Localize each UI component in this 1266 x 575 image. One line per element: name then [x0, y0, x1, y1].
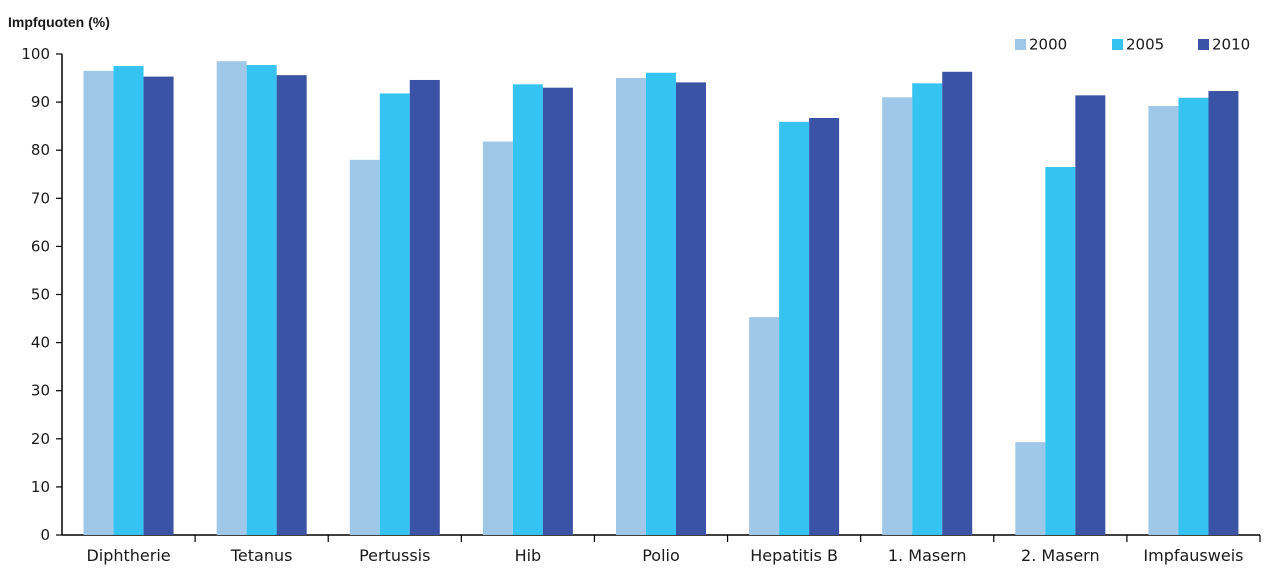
legend-label-2000: 2000 [1029, 36, 1067, 54]
legend-swatch-2000 [1015, 39, 1026, 50]
legend-label-2005: 2005 [1126, 36, 1164, 54]
x-tick-label: Impfausweis [1143, 546, 1243, 565]
y-tick-label: 20 [31, 430, 50, 448]
x-tick-label: Polio [642, 546, 680, 565]
bar-2000-diphtherie [83, 70, 114, 536]
bar-2010-impfausweis [1208, 91, 1239, 536]
bar-2000-1-masern [882, 97, 913, 535]
bar-2010-polio [676, 82, 706, 535]
bar-2005-tetanus [246, 65, 277, 536]
x-tick-label: 2. Masern [1021, 546, 1100, 565]
x-tick-label: Tetanus [230, 546, 293, 565]
bar-2000-pertussis [349, 159, 380, 535]
bar-2005-impfausweis [1178, 97, 1209, 535]
bar-2010-tetanus [276, 75, 307, 535]
bar-2005-hepatitis-b [779, 121, 810, 536]
bar-2010-hib [542, 87, 573, 536]
bar-2010-pertussis [409, 79, 440, 535]
x-tick-label: Pertussis [359, 546, 430, 565]
x-tick-label: Diphtherie [86, 546, 170, 565]
bar-2005-1-masern [912, 83, 943, 535]
y-tick-label: 50 [31, 286, 50, 304]
bar-2010-diphtherie [143, 76, 174, 536]
bar-2000-2-masern [1015, 442, 1046, 535]
bar-2005-diphtherie [113, 66, 144, 536]
bar-2010-hepatitis-b [809, 117, 840, 536]
y-tick-label: 70 [31, 189, 50, 207]
y-tick-label: 60 [31, 237, 50, 255]
legend-label-2010: 2010 [1212, 36, 1250, 54]
y-tick-label: 30 [31, 382, 50, 400]
y-tick-label: 0 [40, 526, 50, 544]
bar-2005-2-masern [1045, 167, 1076, 535]
bar-2000-polio [616, 78, 646, 536]
bar-2000-hib [482, 141, 513, 536]
x-tick-label: 1. Masern [888, 546, 967, 565]
bar-2010-2-masern [1075, 95, 1106, 535]
bar-2005-polio [646, 72, 676, 535]
bar-2000-impfausweis [1148, 105, 1179, 535]
bar-2005-pertussis [379, 93, 410, 535]
y-tick-label: 80 [31, 141, 50, 159]
legend-swatch-2005 [1112, 39, 1123, 50]
bar-2010-1-masern [942, 71, 973, 535]
y-tick-label: 100 [21, 45, 50, 63]
bar-2005-hib [512, 84, 543, 535]
x-tick-label: Hib [515, 546, 542, 565]
y-tick-label: 40 [31, 334, 50, 352]
y-tick-label: 90 [31, 93, 50, 111]
bar-2000-tetanus [216, 61, 247, 536]
x-tick-label: Hepatitis B [750, 546, 838, 565]
legend-swatch-2010 [1198, 39, 1209, 50]
y-axis-label: Impfquoten (%) [8, 14, 110, 30]
y-tick-label: 10 [31, 478, 50, 496]
bar-2000-hepatitis-b [749, 317, 780, 535]
